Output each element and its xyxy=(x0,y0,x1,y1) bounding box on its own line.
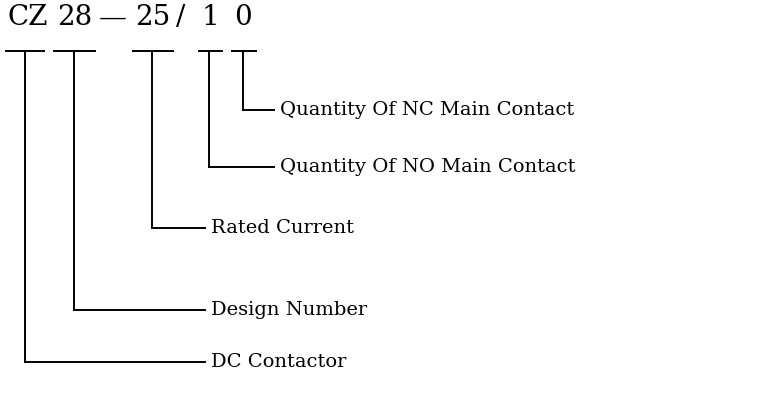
Text: 0: 0 xyxy=(234,4,252,31)
Text: 1: 1 xyxy=(201,4,219,31)
Text: 28: 28 xyxy=(57,4,92,31)
Text: Design Number: Design Number xyxy=(211,301,367,320)
Text: /: / xyxy=(176,4,185,31)
Text: —: — xyxy=(99,4,127,31)
Text: CZ: CZ xyxy=(8,4,48,31)
Text: Rated Current: Rated Current xyxy=(211,219,354,237)
Text: Quantity Of NO Main Contact: Quantity Of NO Main Contact xyxy=(280,158,575,176)
Text: 25: 25 xyxy=(135,4,170,31)
Text: DC Contactor: DC Contactor xyxy=(211,353,347,371)
Text: Quantity Of NC Main Contact: Quantity Of NC Main Contact xyxy=(280,101,574,119)
